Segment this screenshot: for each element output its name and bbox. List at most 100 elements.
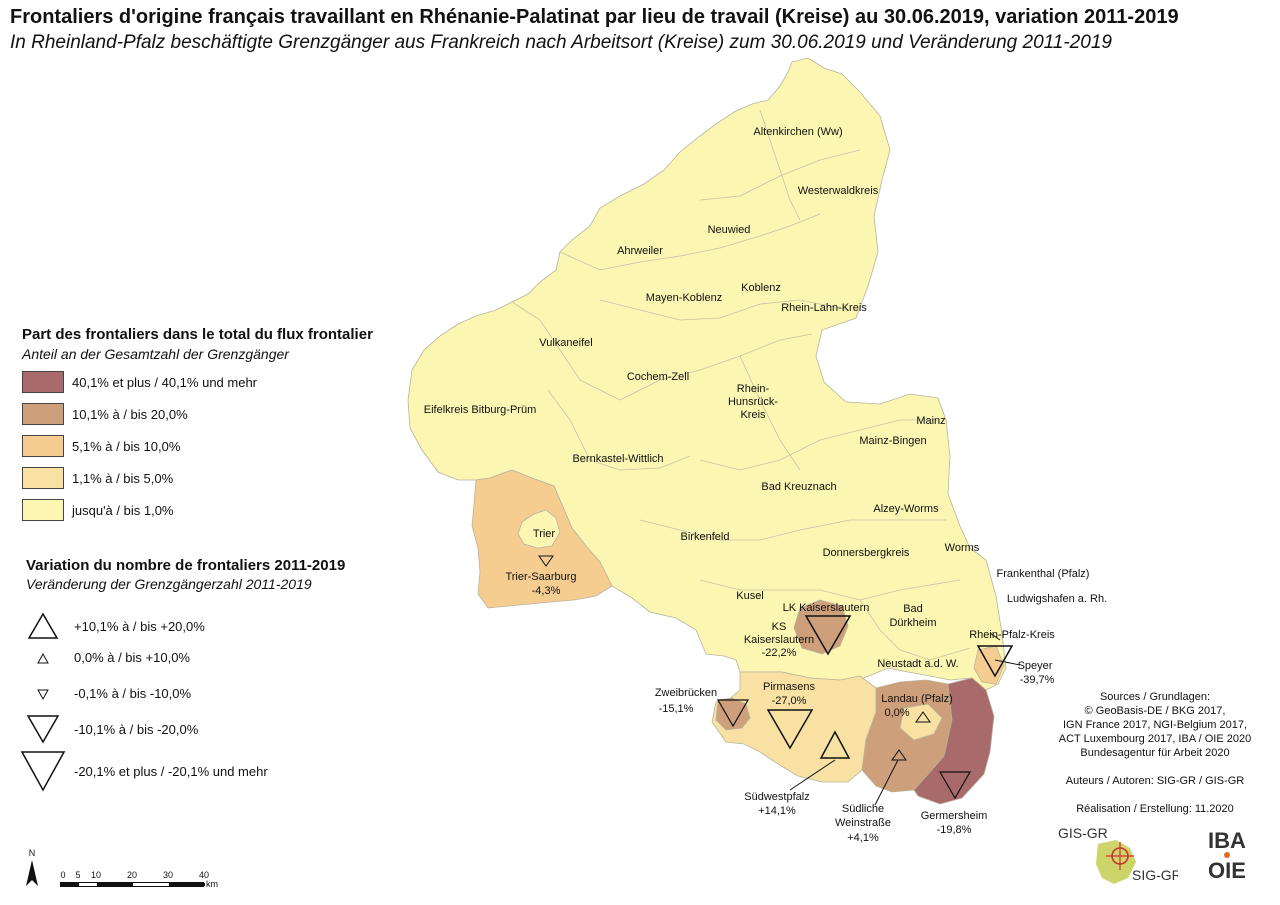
legend-share-label: 5,1% à / bis 10,0%: [72, 438, 181, 454]
district-ks-kaiserslautern: [793, 599, 849, 655]
legend-change-label: 0,0% à / bis +10,0%: [74, 650, 190, 665]
triangle-pirmasens: [766, 709, 814, 750]
label-cochem-zell: Cochem-Zell: [627, 371, 689, 383]
legend-change-label: -20,1% et plus / -20,1% und mehr: [74, 763, 268, 779]
legend-change-subtitle: Veränderung der Grenzgängerzahl 2011-201…: [26, 576, 312, 592]
legend-share-item: jusqu'à / bis 1,0%: [22, 498, 174, 522]
sources-line: Sources / Grundlagen:: [1099, 691, 1211, 703]
scale-unit: km: [206, 879, 218, 889]
triangle-lk-kaiserslautern: [804, 615, 852, 656]
north-label: N: [29, 848, 36, 858]
label-bad-duerkheim-2: Dürkheim: [889, 617, 936, 629]
triangle-trier-saarburg: [538, 555, 554, 567]
authors-line: Auteurs / Autoren: SIG-GR / GIS-GR: [1065, 775, 1245, 787]
label-neuwied: Neuwied: [708, 224, 751, 236]
triangle-down-large-icon: [20, 751, 66, 792]
triangle-suedwestpfalz: [819, 730, 851, 759]
legend-swatch: [22, 499, 64, 521]
label-ks-1: KS: [772, 621, 787, 633]
label-mayen-koblenz: Mayen-Koblenz: [646, 292, 722, 304]
legend-change-title: Variation du nombre de frontaliers 2011-…: [26, 557, 346, 574]
gis-gr-text: GIS-GR: [1058, 825, 1108, 841]
legend-swatch: [22, 467, 64, 489]
triangle-suedliche: [891, 749, 907, 761]
scale-tick: 5: [75, 870, 81, 880]
map-title-fr: Frontaliers d'origine français travailla…: [10, 6, 1179, 28]
legend-share-label: 1,1% à / bis 5,0%: [72, 470, 174, 486]
triangle-up-large-icon: [27, 612, 59, 639]
gis-gr-logo: GIS-GR SIG-GR: [1058, 825, 1178, 884]
realisation-line: Réalisation / Erstellung: 11.2020: [1076, 803, 1234, 815]
change-symbols: [538, 555, 1014, 800]
label-suedwestpfalz-value: +14,1%: [758, 805, 796, 817]
label-trier-saarburg: Trier-Saarburg: [505, 571, 576, 583]
label-kusel: Kusel: [736, 590, 764, 602]
legend-change-item: -10,1% à / bis -20,0%: [18, 714, 198, 744]
legend-change-label: -10,1% à / bis -20,0%: [74, 721, 199, 737]
label-trier: Trier: [533, 528, 556, 540]
sources-block: Sources / Grundlagen: © GeoBasis-DE / BK…: [1040, 690, 1270, 816]
legend-change-item: -20,1% et plus / -20,1% und mehr: [18, 750, 268, 792]
legend-share-label: jusqu'à / bis 1,0%: [72, 502, 174, 518]
north-arrow-icon: N: [26, 848, 38, 886]
label-westerwaldkreis: Westerwaldkreis: [798, 185, 879, 197]
legend-share-item: 5,1% à / bis 10,0%: [22, 434, 180, 458]
legend-change-item: 0,0% à / bis +10,0%: [18, 650, 190, 665]
legend-share-label: 40,1% et plus / 40,1% und mehr: [72, 374, 258, 390]
label-zweibruecken-value: -15,1%: [659, 703, 694, 715]
legend-change-item: +10,1% à / bis +20,0%: [18, 612, 205, 640]
label-rhein-hunsrueck-1: Rhein-: [737, 383, 770, 395]
label-speyer-value: -39,7%: [1020, 674, 1055, 686]
legend-share-item: 1,1% à / bis 5,0%: [22, 466, 173, 490]
scale-tick: 30: [162, 870, 174, 880]
label-suedwestpfalz: Südwestpfalz: [744, 791, 809, 803]
legend-share-title: Part des frontaliers dans le total du fl…: [22, 326, 373, 343]
triangle-landau: [915, 711, 931, 723]
label-lk-kaiserslautern: LK Kaiserslautern: [783, 602, 870, 614]
label-landau-value: 0,0%: [884, 707, 909, 719]
triangle-speyer: [976, 645, 1014, 678]
district-germersheim: [913, 677, 995, 805]
label-ludwigshafen: Ludwigshafen a. Rh.: [1007, 593, 1107, 605]
label-rhein-pfalz: Rhein-Pfalz-Kreis: [969, 629, 1055, 641]
legend-change-label: +10,1% à / bis +20,0%: [74, 618, 205, 634]
scale-tick: 40: [198, 870, 210, 880]
triangle-germersheim: [938, 771, 972, 800]
label-speyer: Speyer: [1018, 660, 1053, 672]
label-pirmasens: Pirmasens: [763, 681, 815, 693]
label-zweibruecken: Zweibrücken: [655, 687, 717, 699]
iba-logo: IBA: [1208, 828, 1246, 853]
label-birkenfeld: Birkenfeld: [681, 531, 730, 543]
legend-swatch: [22, 435, 64, 457]
scale-tick: 10: [90, 870, 102, 880]
label-vulkaneifel: Vulkaneifel: [539, 337, 592, 349]
district-zweibruecken: [715, 697, 751, 731]
sources-line: IGN France 2017, NGI-Belgium 2017,: [1062, 719, 1248, 731]
triangle-up-small-icon: [37, 652, 49, 663]
triangle-down-small-icon: [37, 689, 49, 700]
label-mainz-bingen: Mainz-Bingen: [859, 435, 926, 447]
label-trier-saarburg-value: -4,3%: [532, 585, 561, 597]
sources-line: Bundesagentur für Arbeit 2020: [1080, 747, 1230, 759]
legend-share-subtitle: Anteil an der Gesamtzahl der Grenzgänger: [22, 346, 289, 362]
legend-share-item: 40,1% et plus / 40,1% und mehr: [22, 370, 257, 394]
sources-line: ACT Luxembourg 2017, IBA / OIE 2020: [1058, 733, 1252, 745]
legend-change-label: -0,1% à / bis -10,0%: [74, 686, 192, 701]
sig-gr-text: SIG-GR: [1132, 867, 1178, 883]
label-ahrweiler: Ahrweiler: [617, 245, 663, 257]
scale-tick: 20: [126, 870, 138, 880]
district-labels: Altenkirchen (Ww) Westerwaldkreis Neuwie…: [424, 126, 1107, 844]
legend-share-item: 10,1% à / bis 20,0%: [22, 402, 188, 426]
triangle-zweibruecken: [716, 699, 750, 728]
label-koblenz: Koblenz: [741, 282, 781, 294]
label-neustadt: Neustadt a.d. W.: [877, 658, 958, 670]
triangle-down-medium-icon: [26, 715, 60, 744]
sources-line: © GeoBasis-DE / BKG 2017,: [1084, 705, 1226, 717]
label-eifelkreis: Eifelkreis Bitburg-Prüm: [424, 404, 536, 416]
label-landau: Landau (Pfalz): [881, 693, 953, 705]
label-donnersbergkreis: Donnersbergkreis: [823, 547, 910, 559]
label-suedliche-2: Weinstraße: [835, 817, 891, 829]
oie-logo: OIE: [1208, 858, 1246, 883]
map-title-de: In Rheinland-Pfalz beschäftigte Grenzgän…: [10, 32, 1112, 53]
